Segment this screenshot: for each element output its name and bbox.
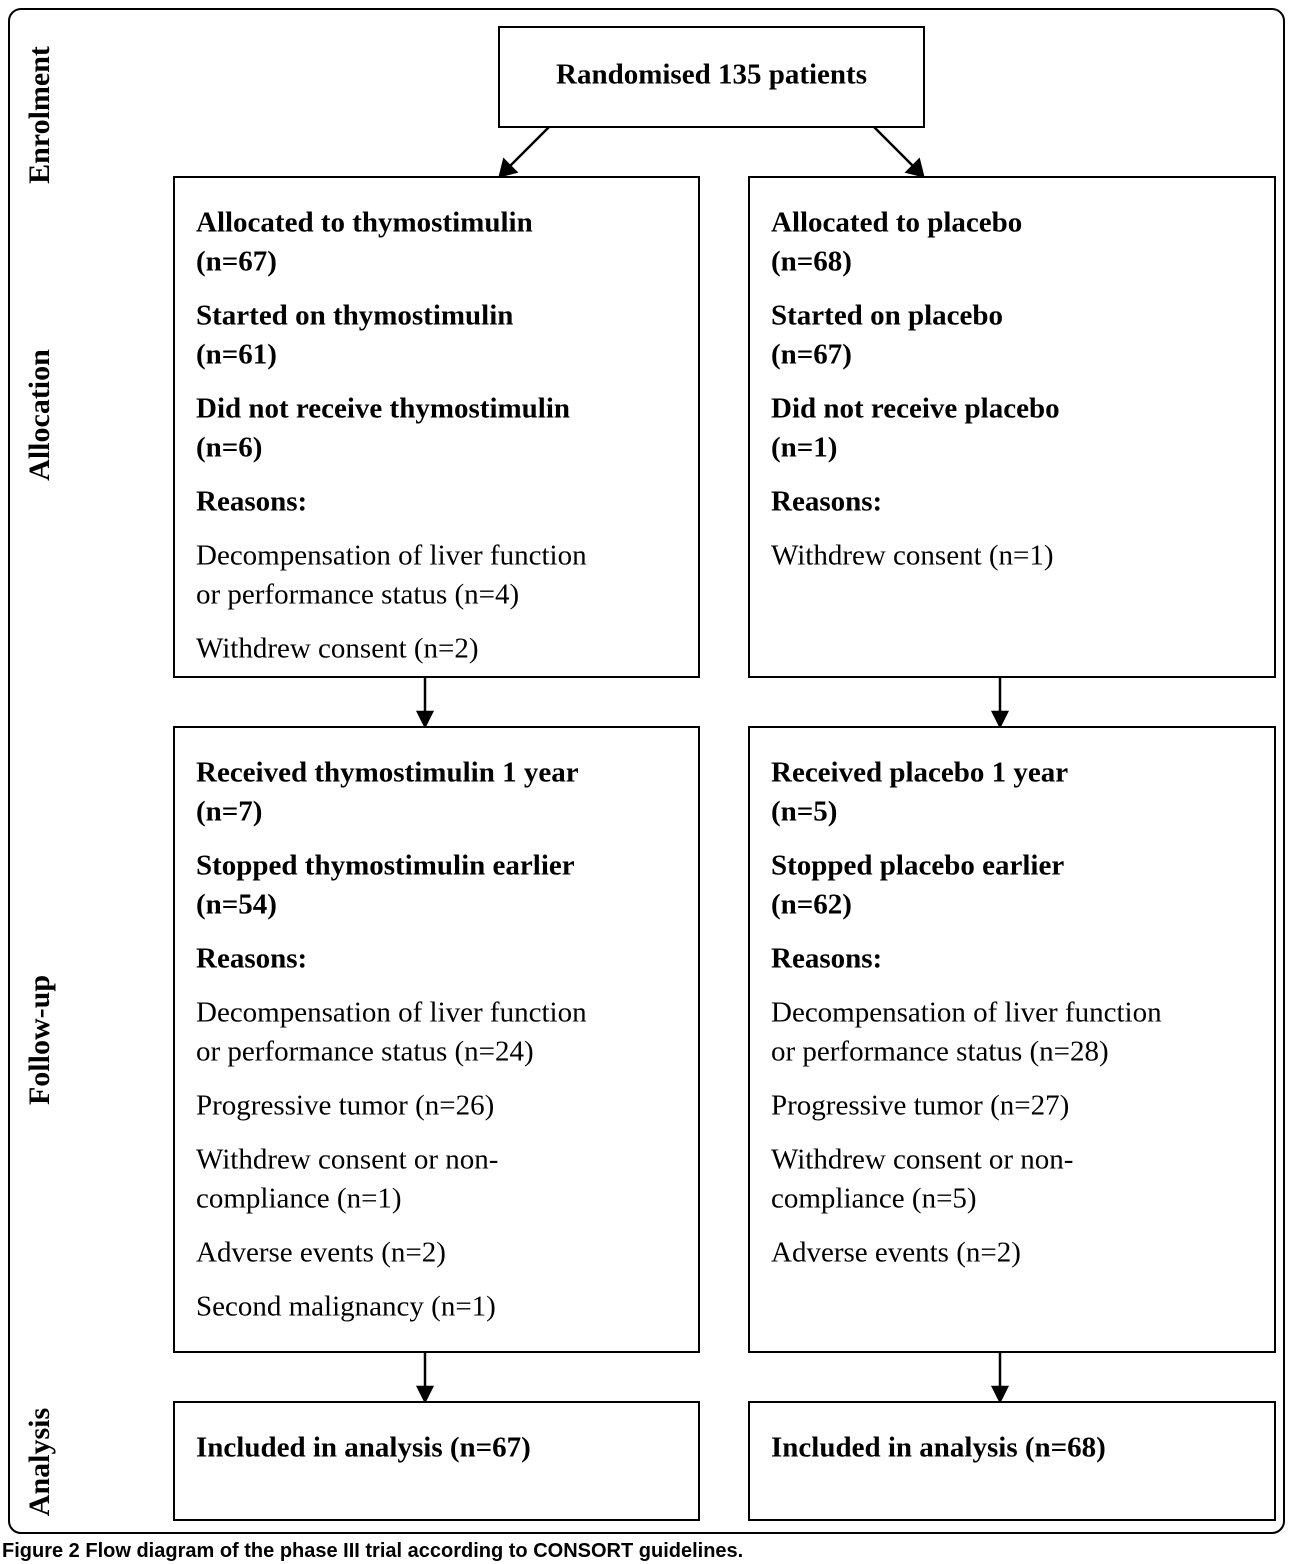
box-text: Allocated to placebo bbox=[771, 207, 1022, 239]
box-text: (n=61) bbox=[196, 339, 277, 371]
frame bbox=[8, 8, 1285, 1534]
box-text: or performance status (n=28) bbox=[771, 1036, 1109, 1068]
stage-label: Analysis bbox=[23, 1408, 56, 1516]
box-text: Withdrew consent or non- bbox=[771, 1144, 1073, 1176]
caption-text: Flow diagram of the phase III trial acco… bbox=[85, 1540, 743, 1562]
box-text: Started on placebo bbox=[771, 300, 1003, 332]
box-text: (n=7) bbox=[196, 796, 262, 828]
box-text: (n=68) bbox=[771, 246, 852, 278]
box-text: (n=67) bbox=[196, 246, 277, 278]
box-text: Stopped placebo earlier bbox=[771, 850, 1064, 882]
box-text: Decompensation of liver function bbox=[771, 997, 1162, 1029]
box bbox=[748, 176, 1276, 678]
box-text: Did not receive thymostimulin bbox=[196, 393, 570, 425]
box-text: Reasons: bbox=[196, 486, 307, 518]
box bbox=[173, 1401, 700, 1521]
box-text: Allocated to thymostimulin bbox=[196, 207, 533, 239]
box-text: (n=62) bbox=[771, 889, 852, 921]
box-text: Withdrew consent or non- bbox=[196, 1144, 498, 1176]
box bbox=[498, 26, 925, 128]
arrows bbox=[415, 126, 1010, 1404]
caption: Figure 2 Flow diagram of the phase III t… bbox=[2, 1540, 743, 1562]
box-text: Reasons: bbox=[196, 943, 307, 975]
box-text: Progressive tumor (n=27) bbox=[771, 1090, 1069, 1122]
stage-label: Enrolment bbox=[23, 46, 56, 184]
box-text: Adverse events (n=2) bbox=[771, 1237, 1021, 1269]
box-text: Received thymostimulin 1 year bbox=[196, 757, 579, 789]
stage-label: Allocation bbox=[23, 349, 56, 481]
box-text: (n=67) bbox=[771, 339, 852, 371]
box-text: Stopped thymostimulin earlier bbox=[196, 850, 575, 882]
box-text: Decompensation of liver function bbox=[196, 540, 587, 572]
box-text: Withdrew consent (n=2) bbox=[196, 633, 479, 665]
box-text: (n=54) bbox=[196, 889, 277, 921]
box-text: (n=6) bbox=[196, 432, 262, 464]
box-text: Started on thymostimulin bbox=[196, 300, 513, 332]
box-text: compliance (n=1) bbox=[196, 1183, 402, 1215]
box-text: (n=5) bbox=[771, 796, 837, 828]
box-text: Withdrew consent (n=1) bbox=[771, 540, 1054, 572]
box bbox=[173, 176, 700, 678]
box-text: or performance status (n=24) bbox=[196, 1036, 534, 1068]
box-text: Did not receive placebo bbox=[771, 393, 1060, 425]
box-text: Second malignancy (n=1) bbox=[196, 1291, 496, 1323]
box-text: Decompensation of liver function bbox=[196, 997, 587, 1029]
box-text: Randomised 135 patients bbox=[556, 59, 867, 91]
box-text: Progressive tumor (n=26) bbox=[196, 1090, 494, 1122]
box-text: Reasons: bbox=[771, 486, 882, 518]
box-text: Included in analysis (n=68) bbox=[771, 1432, 1106, 1464]
box-text: Included in analysis (n=67) bbox=[196, 1432, 531, 1464]
box-text: Adverse events (n=2) bbox=[196, 1237, 446, 1269]
box-text: Received placebo 1 year bbox=[771, 757, 1068, 789]
box bbox=[748, 1401, 1276, 1521]
caption-label: Figure 2 bbox=[2, 1540, 80, 1562]
box-text: compliance (n=5) bbox=[771, 1183, 977, 1215]
stage-label: Follow-up bbox=[23, 975, 56, 1105]
box bbox=[173, 726, 700, 1353]
box bbox=[748, 726, 1276, 1353]
box-text: (n=1) bbox=[771, 432, 837, 464]
box-text: Reasons: bbox=[771, 943, 882, 975]
box-text: or performance status (n=4) bbox=[196, 579, 519, 611]
